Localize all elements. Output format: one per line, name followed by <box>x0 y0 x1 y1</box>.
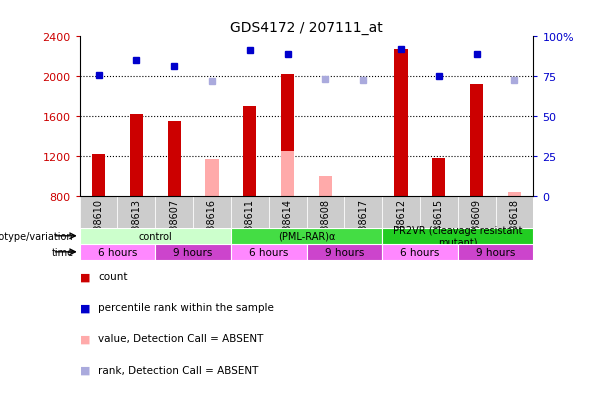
Text: (PML-RAR)α: (PML-RAR)α <box>278 231 335 241</box>
Bar <box>394 50 408 197</box>
Text: GSM538614: GSM538614 <box>283 198 292 257</box>
Text: 9 hours: 9 hours <box>173 247 213 257</box>
Text: GSM538615: GSM538615 <box>434 198 444 257</box>
Text: GSM538618: GSM538618 <box>509 198 519 257</box>
Bar <box>458 197 495 228</box>
Bar <box>130 115 143 197</box>
Bar <box>420 197 458 228</box>
Text: genotype/variation: genotype/variation <box>0 231 74 241</box>
Text: control: control <box>139 231 172 241</box>
Bar <box>231 244 306 260</box>
Text: 6 hours: 6 hours <box>98 247 137 257</box>
Text: 9 hours: 9 hours <box>476 247 515 257</box>
Bar <box>118 197 155 228</box>
Text: value, Detection Call = ABSENT: value, Detection Call = ABSENT <box>98 334 264 344</box>
Bar <box>382 244 458 260</box>
Bar <box>167 122 181 197</box>
Bar <box>231 197 268 228</box>
Text: GSM538611: GSM538611 <box>245 198 255 257</box>
Text: 9 hours: 9 hours <box>325 247 364 257</box>
Text: GSM538610: GSM538610 <box>94 198 104 257</box>
Text: 6 hours: 6 hours <box>249 247 288 257</box>
Bar <box>243 107 256 197</box>
Text: 6 hours: 6 hours <box>400 247 440 257</box>
Bar <box>268 197 306 228</box>
Text: PR2VR (cleavage resistant
mutant): PR2VR (cleavage resistant mutant) <box>393 225 522 247</box>
Bar <box>80 197 118 228</box>
Bar <box>382 228 533 244</box>
Bar <box>231 228 382 244</box>
Bar <box>281 75 294 197</box>
Bar <box>193 197 231 228</box>
Bar <box>80 228 231 244</box>
Bar <box>345 197 382 228</box>
Text: percentile rank within the sample: percentile rank within the sample <box>98 303 274 313</box>
Text: rank, Detection Call = ABSENT: rank, Detection Call = ABSENT <box>98 365 259 375</box>
Bar <box>155 244 231 260</box>
Text: GSM538617: GSM538617 <box>358 198 368 257</box>
Text: GSM538613: GSM538613 <box>131 198 142 257</box>
Bar <box>155 197 193 228</box>
Text: time: time <box>51 247 74 257</box>
Text: GSM538608: GSM538608 <box>321 198 330 257</box>
Title: GDS4172 / 207111_at: GDS4172 / 207111_at <box>230 21 383 35</box>
Text: count: count <box>98 272 128 282</box>
Bar <box>458 244 533 260</box>
Bar <box>281 152 294 197</box>
Text: GSM538609: GSM538609 <box>471 198 482 257</box>
Bar <box>382 197 420 228</box>
Bar <box>508 193 521 197</box>
Text: ■: ■ <box>80 365 90 375</box>
Bar <box>470 85 483 197</box>
Text: GSM538616: GSM538616 <box>207 198 217 257</box>
Text: GSM538612: GSM538612 <box>396 198 406 257</box>
Bar <box>306 244 382 260</box>
Bar <box>80 244 155 260</box>
Text: GSM538607: GSM538607 <box>169 198 179 257</box>
Bar <box>319 177 332 197</box>
Bar <box>92 155 105 197</box>
Bar <box>432 159 446 197</box>
Text: ■: ■ <box>80 303 90 313</box>
Text: ■: ■ <box>80 334 90 344</box>
Bar <box>205 160 219 197</box>
Bar <box>495 197 533 228</box>
Bar <box>306 197 345 228</box>
Text: ■: ■ <box>80 272 90 282</box>
